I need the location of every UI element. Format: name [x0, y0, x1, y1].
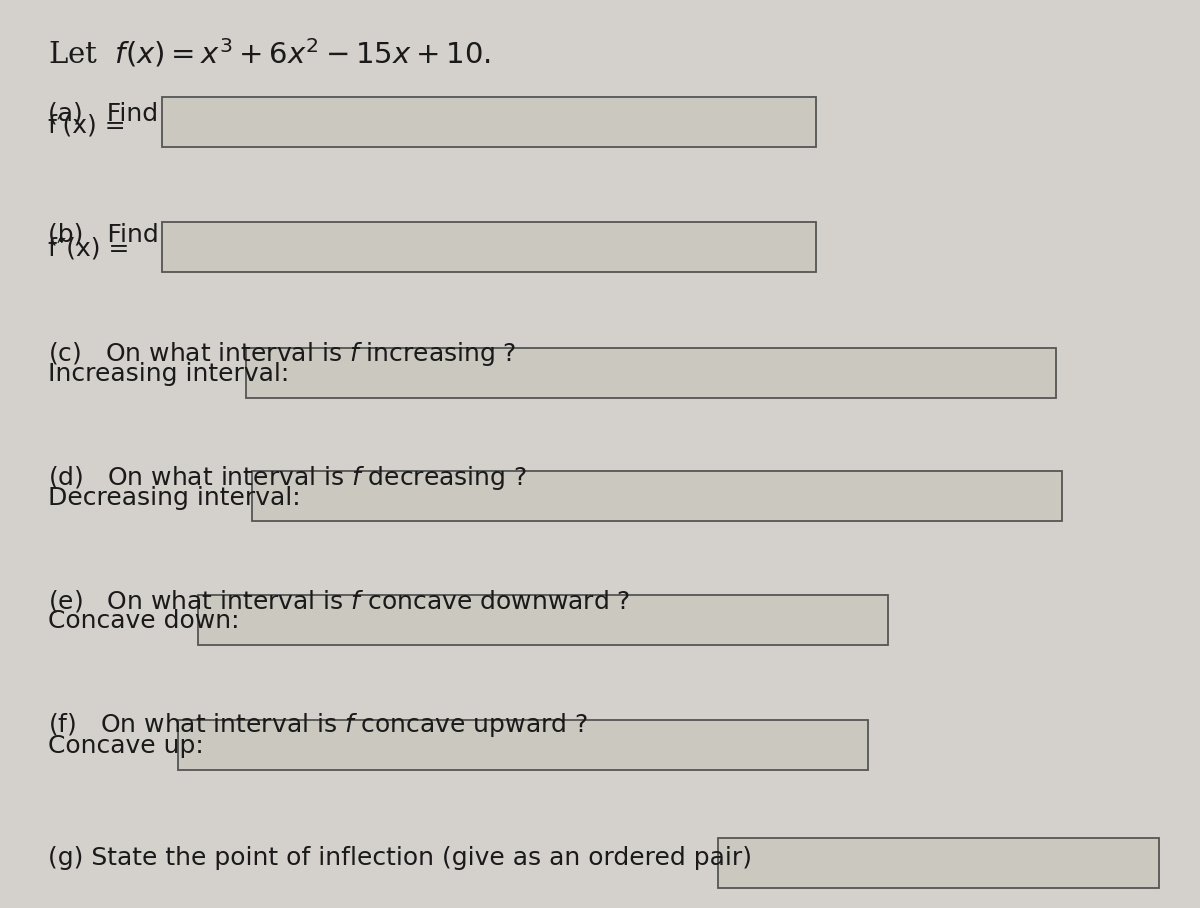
Text: Concave down:: Concave down:: [48, 609, 240, 633]
FancyBboxPatch shape: [252, 471, 1062, 521]
Text: Concave up:: Concave up:: [48, 735, 204, 758]
FancyBboxPatch shape: [198, 595, 888, 645]
Text: (b)   Find: (b) Find: [48, 222, 158, 246]
FancyBboxPatch shape: [162, 97, 816, 147]
FancyBboxPatch shape: [718, 838, 1159, 888]
FancyBboxPatch shape: [178, 720, 868, 770]
Text: (g) State the point of inflection (give as an ordered pair): (g) State the point of inflection (give …: [48, 846, 752, 870]
Text: Decreasing interval:: Decreasing interval:: [48, 486, 301, 509]
Text: (e)   On what interval is $f$ concave downward ?: (e) On what interval is $f$ concave down…: [48, 588, 630, 614]
Text: (a)   Find: (a) Find: [48, 102, 158, 125]
Text: f″(x) =: f″(x) =: [48, 237, 130, 261]
Text: (c)   On what interval is $f$ increasing ?: (c) On what interval is $f$ increasing ?: [48, 340, 516, 368]
Text: (f)   On what interval is $f$ concave upward ?: (f) On what interval is $f$ concave upwa…: [48, 711, 588, 738]
FancyBboxPatch shape: [246, 348, 1056, 398]
Text: Let  $f(x) = x^3 + 6x^2 - 15x + 10.$: Let $f(x) = x^3 + 6x^2 - 15x + 10.$: [48, 36, 491, 69]
Text: f′(x) =: f′(x) =: [48, 114, 126, 137]
Text: Increasing interval:: Increasing interval:: [48, 362, 289, 386]
Text: (d)   On what interval is $f$ decreasing ?: (d) On what interval is $f$ decreasing ?: [48, 464, 527, 491]
FancyBboxPatch shape: [162, 222, 816, 272]
